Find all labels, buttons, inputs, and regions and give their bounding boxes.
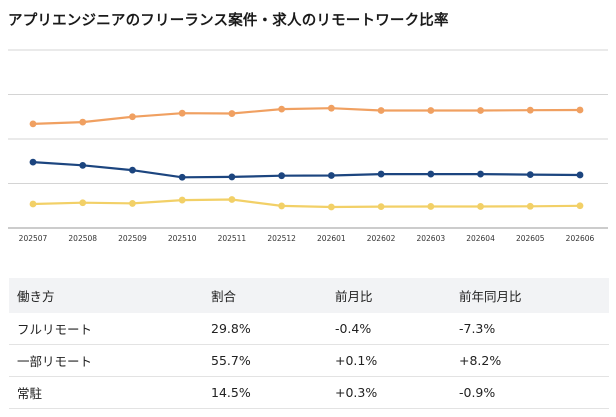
cell-work-style: 常駐 [17, 386, 43, 401]
series-line [32, 161, 581, 179]
cell-ratio: 55.7% [211, 353, 251, 368]
data-point [129, 200, 136, 207]
data-point [29, 120, 37, 128]
table-row: 常駐 14.5% +0.3% -0.9% [9, 377, 609, 409]
data-point [327, 104, 335, 112]
x-tick-label: 202605 [516, 234, 545, 243]
cell-mom: +0.3% [335, 385, 378, 400]
data-point [427, 203, 435, 210]
x-tick-label: 202509 [118, 234, 147, 243]
x-tick-label: 202604 [466, 234, 495, 243]
data-point [228, 196, 236, 203]
data-point [178, 109, 186, 117]
data-point [576, 106, 584, 114]
data-point [477, 170, 484, 178]
data-point [129, 166, 136, 174]
data-point [427, 107, 435, 114]
cell-mom: -0.4% [335, 321, 372, 336]
cell-mom: +0.1% [335, 353, 378, 368]
data-point [377, 203, 385, 211]
data-point [79, 161, 87, 169]
series-line [32, 107, 581, 125]
cell-work-style: フルリモート [17, 322, 93, 337]
data-point [129, 113, 136, 121]
chart-title: アプリエンジニアのフリーランス案件・求人のリモートワーク比率 [8, 13, 449, 29]
table-row: フルリモート 29.8% -0.4% -7.3% [9, 313, 609, 345]
header-work-style: 働き方 [17, 289, 55, 304]
data-point [377, 107, 385, 114]
data-point [79, 199, 87, 207]
x-tick-label: 202606 [566, 234, 595, 243]
data-point [79, 118, 87, 126]
line-chart: 202507 202508 202509 202510 202511 202512 2026… [8, 49, 608, 243]
x-tick-label: 202511 [218, 234, 247, 243]
cell-ratio: 14.5% [211, 385, 251, 400]
data-point [228, 110, 236, 117]
x-tick-label: 202510 [168, 234, 197, 243]
data-point [327, 172, 335, 179]
cell-ratio: 29.8% [211, 321, 251, 336]
data-point [576, 171, 584, 179]
cell-yoy: -0.9% [459, 385, 496, 400]
data-point [377, 170, 385, 178]
data-point [29, 200, 37, 208]
data-point [427, 170, 435, 178]
data-point [526, 171, 534, 179]
x-tick-label: 202601 [317, 234, 346, 243]
data-point [477, 107, 484, 114]
series-line [32, 198, 581, 209]
data-point [327, 203, 335, 211]
data-point [278, 202, 286, 210]
header-yoy: 前年同月比 [459, 289, 522, 304]
data-point [526, 202, 534, 210]
x-tick-label: 202508 [68, 234, 97, 243]
data-point [178, 173, 186, 181]
header-ratio: 割合 [211, 289, 237, 304]
data-point [526, 106, 534, 114]
table-row: 一部リモート 55.7% +0.1% +8.2% [9, 345, 609, 377]
x-tick-label: 202507 [19, 234, 48, 243]
remote-ratio-table: 働き方 割合 前月比 前年同月比 フルリモート 29.8% -0.4% -7.3… [9, 278, 609, 409]
x-tick-label: 202602 [367, 234, 396, 243]
data-point [278, 105, 286, 113]
cell-work-style: 一部リモート [17, 354, 93, 369]
data-point [228, 173, 236, 181]
data-point [29, 158, 37, 166]
data-point [178, 196, 186, 204]
cell-yoy: +8.2% [459, 353, 502, 368]
x-tick-label: 202603 [416, 234, 445, 243]
data-point [278, 172, 286, 180]
header-mom: 前月比 [335, 289, 373, 304]
cell-yoy: -7.3% [459, 321, 496, 336]
x-tick-label: 202512 [267, 234, 296, 243]
table-header-row: 働き方 割合 前月比 前年同月比 [9, 278, 609, 313]
data-point [576, 202, 584, 210]
data-point [477, 203, 484, 210]
